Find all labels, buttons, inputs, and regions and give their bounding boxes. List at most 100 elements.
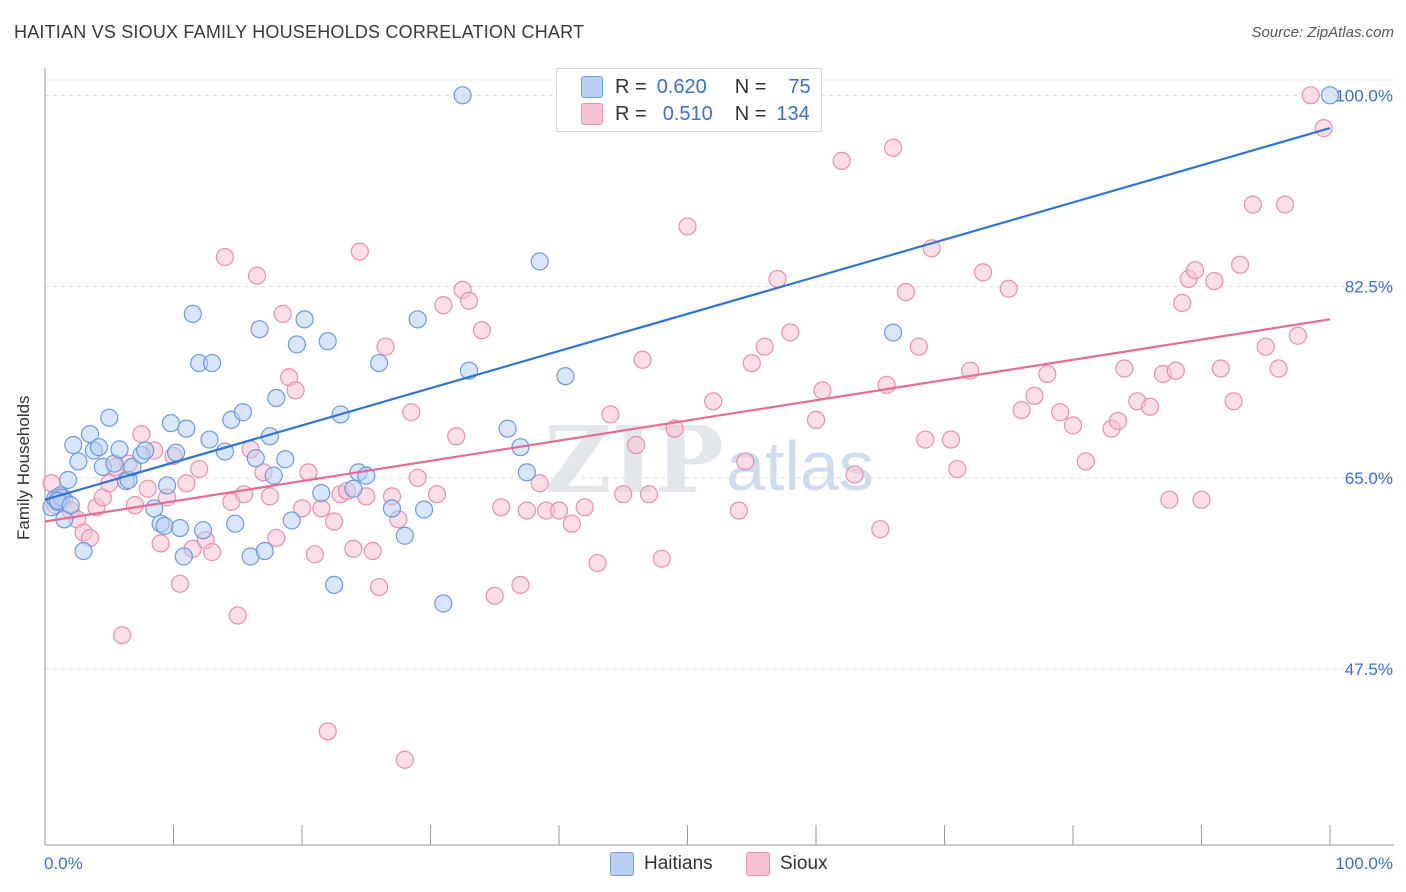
- sioux-point[interactable]: [1185, 261, 1205, 280]
- haitians-point[interactable]: [157, 476, 177, 495]
- haitians-point[interactable]: [382, 499, 402, 518]
- sioux-point[interactable]: [1288, 326, 1307, 345]
- sioux-point[interactable]: [562, 514, 581, 533]
- sioux-point[interactable]: [530, 474, 549, 493]
- sioux-point[interactable]: [601, 405, 620, 424]
- sioux-point[interactable]: [370, 577, 389, 597]
- haitians-point[interactable]: [61, 496, 80, 515]
- sioux-point[interactable]: [1230, 255, 1250, 274]
- sioux-point[interactable]: [1038, 364, 1057, 384]
- sioux-point[interactable]: [112, 626, 132, 645]
- sioux-point[interactable]: [138, 479, 157, 498]
- sioux-point[interactable]: [633, 350, 652, 369]
- sioux-point[interactable]: [832, 151, 851, 170]
- haitians-point[interactable]: [267, 388, 286, 408]
- sioux-point[interactable]: [1076, 452, 1095, 471]
- haitians-point[interactable]: [226, 514, 245, 533]
- sioux-point[interactable]: [845, 465, 864, 484]
- haitians-point[interactable]: [264, 466, 283, 485]
- sioux-point[interactable]: [736, 452, 755, 471]
- sioux-point[interactable]: [376, 337, 395, 356]
- haitians-point[interactable]: [166, 443, 186, 462]
- haitians-point[interactable]: [287, 335, 306, 354]
- sioux-point[interactable]: [273, 304, 292, 323]
- sioux-point[interactable]: [344, 539, 363, 558]
- sioux-point[interactable]: [1160, 490, 1179, 509]
- sioux-point[interactable]: [781, 323, 800, 342]
- sioux-point[interactable]: [813, 381, 832, 400]
- sioux-point[interactable]: [305, 545, 324, 564]
- sioux-point[interactable]: [704, 392, 723, 411]
- sioux-point[interactable]: [402, 403, 421, 422]
- sioux-point[interactable]: [447, 427, 466, 446]
- haitians-point[interactable]: [414, 500, 434, 519]
- sioux-point[interactable]: [871, 520, 890, 539]
- sioux-point[interactable]: [247, 266, 267, 285]
- legend-item-haitians[interactable]: Haitians: [610, 852, 713, 876]
- sioux-point[interactable]: [408, 468, 427, 487]
- sioux-point[interactable]: [742, 353, 761, 373]
- haitians-point[interactable]: [556, 367, 575, 386]
- haitians-point[interactable]: [74, 541, 93, 561]
- haitians-point[interactable]: [89, 438, 109, 457]
- sioux-point[interactable]: [1115, 359, 1134, 378]
- sioux-point[interactable]: [639, 485, 659, 504]
- haitians-point[interactable]: [136, 441, 155, 460]
- haitians-point[interactable]: [200, 430, 219, 449]
- sioux-point[interactable]: [1205, 272, 1224, 291]
- haitians-point[interactable]: [517, 463, 536, 482]
- sioux-point[interactable]: [941, 430, 961, 449]
- haitians-point[interactable]: [177, 419, 196, 438]
- sioux-point[interactable]: [768, 269, 787, 289]
- sioux-point[interactable]: [427, 485, 447, 504]
- sioux-point[interactable]: [1243, 195, 1263, 214]
- haitians-point[interactable]: [1320, 86, 1340, 105]
- haitians-point[interactable]: [64, 435, 83, 455]
- sioux-point[interactable]: [883, 138, 903, 157]
- haitians-point[interactable]: [193, 521, 213, 540]
- sioux-point[interactable]: [1269, 359, 1288, 378]
- haitians-point[interactable]: [530, 252, 549, 271]
- sioux-point[interactable]: [312, 499, 331, 518]
- sioux-point[interactable]: [1140, 397, 1160, 416]
- sioux-point[interactable]: [286, 381, 305, 400]
- sioux-point[interactable]: [948, 459, 967, 479]
- haitians-point[interactable]: [59, 470, 78, 490]
- sioux-point[interactable]: [588, 553, 607, 573]
- haitians-point[interactable]: [174, 547, 193, 566]
- haitians-point[interactable]: [161, 414, 181, 433]
- sioux-point[interactable]: [896, 282, 916, 302]
- haitians-point[interactable]: [883, 323, 903, 342]
- haitians-point[interactable]: [183, 304, 202, 323]
- haitians-point[interactable]: [325, 575, 344, 595]
- haitians-point[interactable]: [370, 353, 389, 373]
- sioux-point[interactable]: [350, 242, 369, 261]
- sioux-point[interactable]: [1108, 411, 1128, 431]
- sioux-point[interactable]: [916, 430, 935, 449]
- sioux-point[interactable]: [575, 498, 594, 517]
- sioux-point[interactable]: [1063, 416, 1083, 435]
- sioux-point[interactable]: [549, 501, 569, 520]
- sioux-point[interactable]: [665, 419, 684, 438]
- sioux-point[interactable]: [999, 279, 1018, 298]
- sioux-point[interactable]: [973, 263, 993, 282]
- sioux-point[interactable]: [151, 534, 170, 553]
- sioux-point[interactable]: [511, 575, 530, 595]
- haitians-point[interactable]: [276, 450, 295, 469]
- haitians-point[interactable]: [395, 526, 414, 545]
- sioux-point[interactable]: [626, 435, 646, 455]
- haitians-point[interactable]: [408, 310, 427, 329]
- legend-item-sioux[interactable]: Sioux: [746, 852, 828, 876]
- haitians-point[interactable]: [498, 419, 517, 438]
- sioux-point[interactable]: [517, 501, 536, 520]
- sioux-point[interactable]: [1275, 195, 1295, 214]
- haitians-point[interactable]: [344, 479, 363, 498]
- sioux-point[interactable]: [1256, 337, 1275, 356]
- sioux-point[interactable]: [190, 459, 209, 479]
- sioux-point[interactable]: [1025, 386, 1044, 405]
- sioux-point[interactable]: [1051, 403, 1070, 422]
- sioux-point[interactable]: [1192, 490, 1211, 509]
- sioux-point[interactable]: [1173, 293, 1192, 313]
- sioux-point[interactable]: [909, 337, 928, 356]
- sioux-point[interactable]: [325, 512, 344, 531]
